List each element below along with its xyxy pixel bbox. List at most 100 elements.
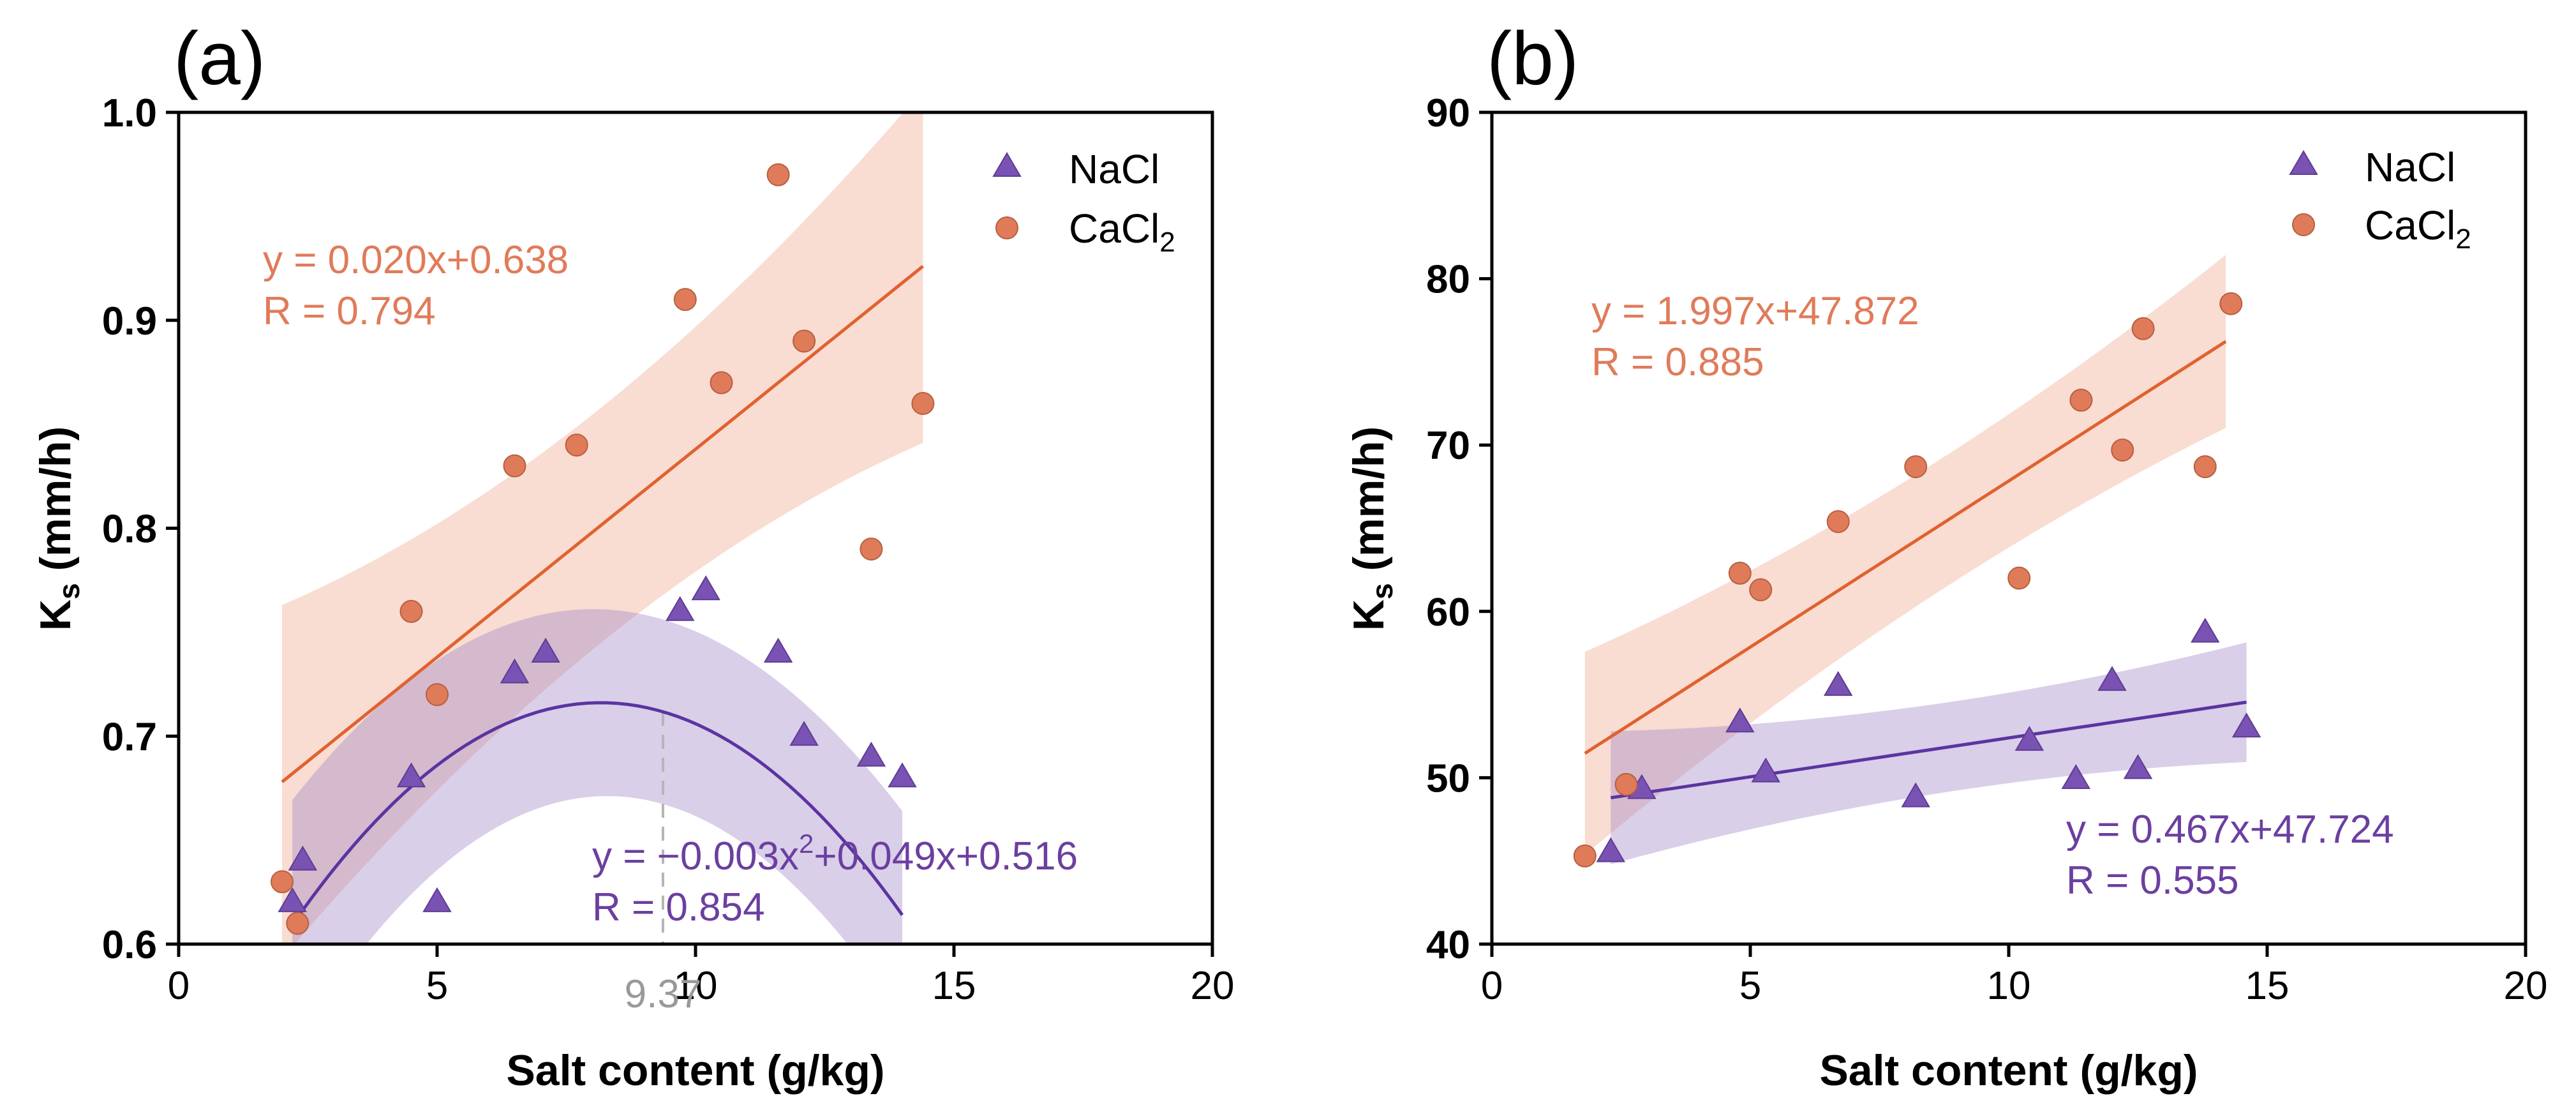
data-point-cacl2	[673, 288, 697, 312]
x-tick-label: 15	[2245, 964, 2289, 1008]
data-point-nacl	[422, 887, 452, 912]
data-point-nacl	[2191, 617, 2220, 643]
panel-b-cacl2-equation: y = 1.997x+47.872	[1591, 289, 1919, 333]
fit-line-nacl	[291, 701, 904, 926]
panel-a: (a) 0 5 10 15 20 0.6 0.7 0.8 0.9 1.0 9.37 Salt c…	[31, 17, 1234, 1095]
y-tick-label: 0.9	[102, 299, 157, 343]
data-point-cacl2	[793, 329, 816, 353]
x-tick-label: 0	[168, 964, 190, 1008]
data-point-cacl2	[2193, 455, 2217, 479]
panel-b-legend-cacl2-marker	[2292, 213, 2315, 236]
panel-a-vline-label: 9.37	[625, 972, 702, 1016]
panel-b-legend-cacl2-sub: 2	[2455, 223, 2471, 255]
data-point-nacl	[691, 575, 720, 601]
data-point-nacl	[288, 845, 318, 871]
panel-b-x-ticks: 0 5 10 15 20	[1481, 944, 2547, 1008]
x-tick-label: 10	[674, 964, 718, 1008]
panel-b-legend-nacl-label: NaCl	[2365, 144, 2455, 190]
data-point-nacl	[500, 658, 530, 684]
data-point-cacl2	[2069, 388, 2093, 412]
x-tick-label: 0	[1481, 964, 1503, 1008]
panel-a-x-ticks: 0 5 10 15 20	[168, 944, 1235, 1008]
y-tick-label: 80	[1426, 258, 1470, 302]
data-point-nacl	[2014, 726, 2044, 751]
panel-b-y-axis-label-main: K	[1344, 599, 1393, 631]
data-point-nacl	[1901, 782, 1930, 808]
data-point-nacl	[763, 637, 793, 663]
panel-b-nacl-equation: y = 0.467x+47.724	[2066, 808, 2394, 852]
panel-b-y-axis-label-unit: (mm/h)	[1344, 426, 1393, 583]
data-point-cacl2	[286, 912, 309, 935]
data-point-cacl2	[2131, 317, 2155, 340]
panel-a-points	[271, 163, 935, 935]
panel-b-y-axis-label-sub: s	[1366, 583, 1399, 599]
panel-a-y-axis-label-main: K	[31, 599, 80, 631]
data-point-nacl	[2231, 712, 2261, 738]
data-point-cacl2	[565, 433, 588, 457]
panel-a-legend-cacl2-label: CaCl2	[1069, 206, 1175, 258]
panel-b-x-axis-label: Salt content (g/kg)	[1819, 1046, 2198, 1095]
data-point-nacl	[888, 762, 917, 788]
fit-line-cacl2	[1584, 340, 2227, 755]
panel-b-legend: NaCl CaCl2	[2289, 144, 2471, 255]
y-tick-label: 50	[1426, 756, 1470, 800]
panel-b-legend-cacl2-main: CaCl	[2365, 202, 2455, 248]
x-tick-label: 15	[932, 964, 976, 1008]
panel-a-nacl-r: R = 0.854	[592, 885, 765, 929]
panel-a-nacl-equation: y = −0.003x2+0.049x+0.516	[592, 829, 1078, 878]
fit-line-nacl	[1610, 700, 2247, 800]
data-point-nacl	[531, 637, 560, 663]
x-tick-label: 5	[1739, 964, 1761, 1008]
data-point-cacl2	[1728, 561, 1752, 585]
panel-a-y-axis-label-sub: s	[52, 583, 86, 599]
panel-a-y-axis-label-unit: (mm/h)	[31, 426, 80, 583]
panel-b-nacl-r: R = 0.555	[2066, 859, 2239, 903]
panel-b-label: (b)	[1487, 17, 1579, 101]
data-point-cacl2	[426, 683, 449, 707]
data-point-cacl2	[503, 454, 526, 477]
panel-a-cacl2-r: R = 0.794	[263, 289, 436, 333]
data-point-cacl2	[2111, 439, 2134, 462]
y-tick-label: 40	[1426, 923, 1470, 967]
data-point-cacl2	[399, 599, 423, 623]
y-tick-label: 90	[1426, 91, 1470, 135]
panel-a-nacl-equation-prefix: y = −0.003x	[592, 834, 799, 878]
data-point-nacl	[665, 596, 695, 621]
data-point-nacl	[1596, 837, 1626, 862]
y-tick-label: 1.0	[102, 91, 157, 135]
data-point-nacl	[789, 721, 819, 746]
panel-a-label: (a)	[174, 17, 265, 101]
panel-a-legend-cacl2-marker	[995, 216, 1018, 239]
data-point-cacl2	[2007, 566, 2031, 590]
panel-b-legend-nacl-marker	[2289, 150, 2318, 175]
data-point-nacl	[1751, 757, 1781, 783]
panel-b-cacl2-r: R = 0.885	[1591, 340, 1764, 384]
y-tick-label: 0.8	[102, 507, 157, 552]
data-point-cacl2	[1614, 772, 1638, 796]
panel-a-y-ticks: 0.6 0.7 0.8 0.9 1.0	[102, 91, 179, 967]
x-tick-label: 10	[1987, 964, 2031, 1008]
data-point-cacl2	[271, 870, 294, 894]
data-point-cacl2	[2219, 292, 2243, 315]
panel-b: (b) 0 5 10 15 20 40 50 60 70 80 90 Salt content (…	[1344, 17, 2547, 1095]
y-tick-label: 60	[1426, 590, 1470, 635]
panel-a-legend-cacl2-sub: 2	[1159, 227, 1175, 258]
panel-a-legend-nacl-label: NaCl	[1069, 146, 1159, 192]
panel-a-legend-cacl2-main: CaCl	[1069, 206, 1159, 252]
x-tick-label: 20	[1191, 964, 1235, 1008]
data-point-cacl2	[1573, 844, 1597, 868]
panel-a-legend-nacl-marker	[992, 152, 1022, 177]
panel-b-confidence-bands	[1584, 255, 2247, 864]
panel-a-x-axis-label: Salt content (g/kg)	[506, 1046, 884, 1095]
data-point-nacl	[856, 741, 886, 767]
panel-a-nacl-equation-sup: 2	[799, 829, 814, 859]
confidence-band-nacl	[1611, 642, 2247, 864]
panel-b-y-ticks: 40 50 60 70 80 90	[1426, 91, 1492, 967]
y-tick-label: 0.6	[102, 923, 157, 967]
data-point-cacl2	[1749, 578, 1773, 601]
data-point-cacl2	[1826, 510, 1850, 534]
panel-b-points	[1573, 292, 2261, 868]
data-point-nacl	[2097, 666, 2127, 691]
panel-a-legend: NaCl CaCl2	[992, 146, 1175, 258]
